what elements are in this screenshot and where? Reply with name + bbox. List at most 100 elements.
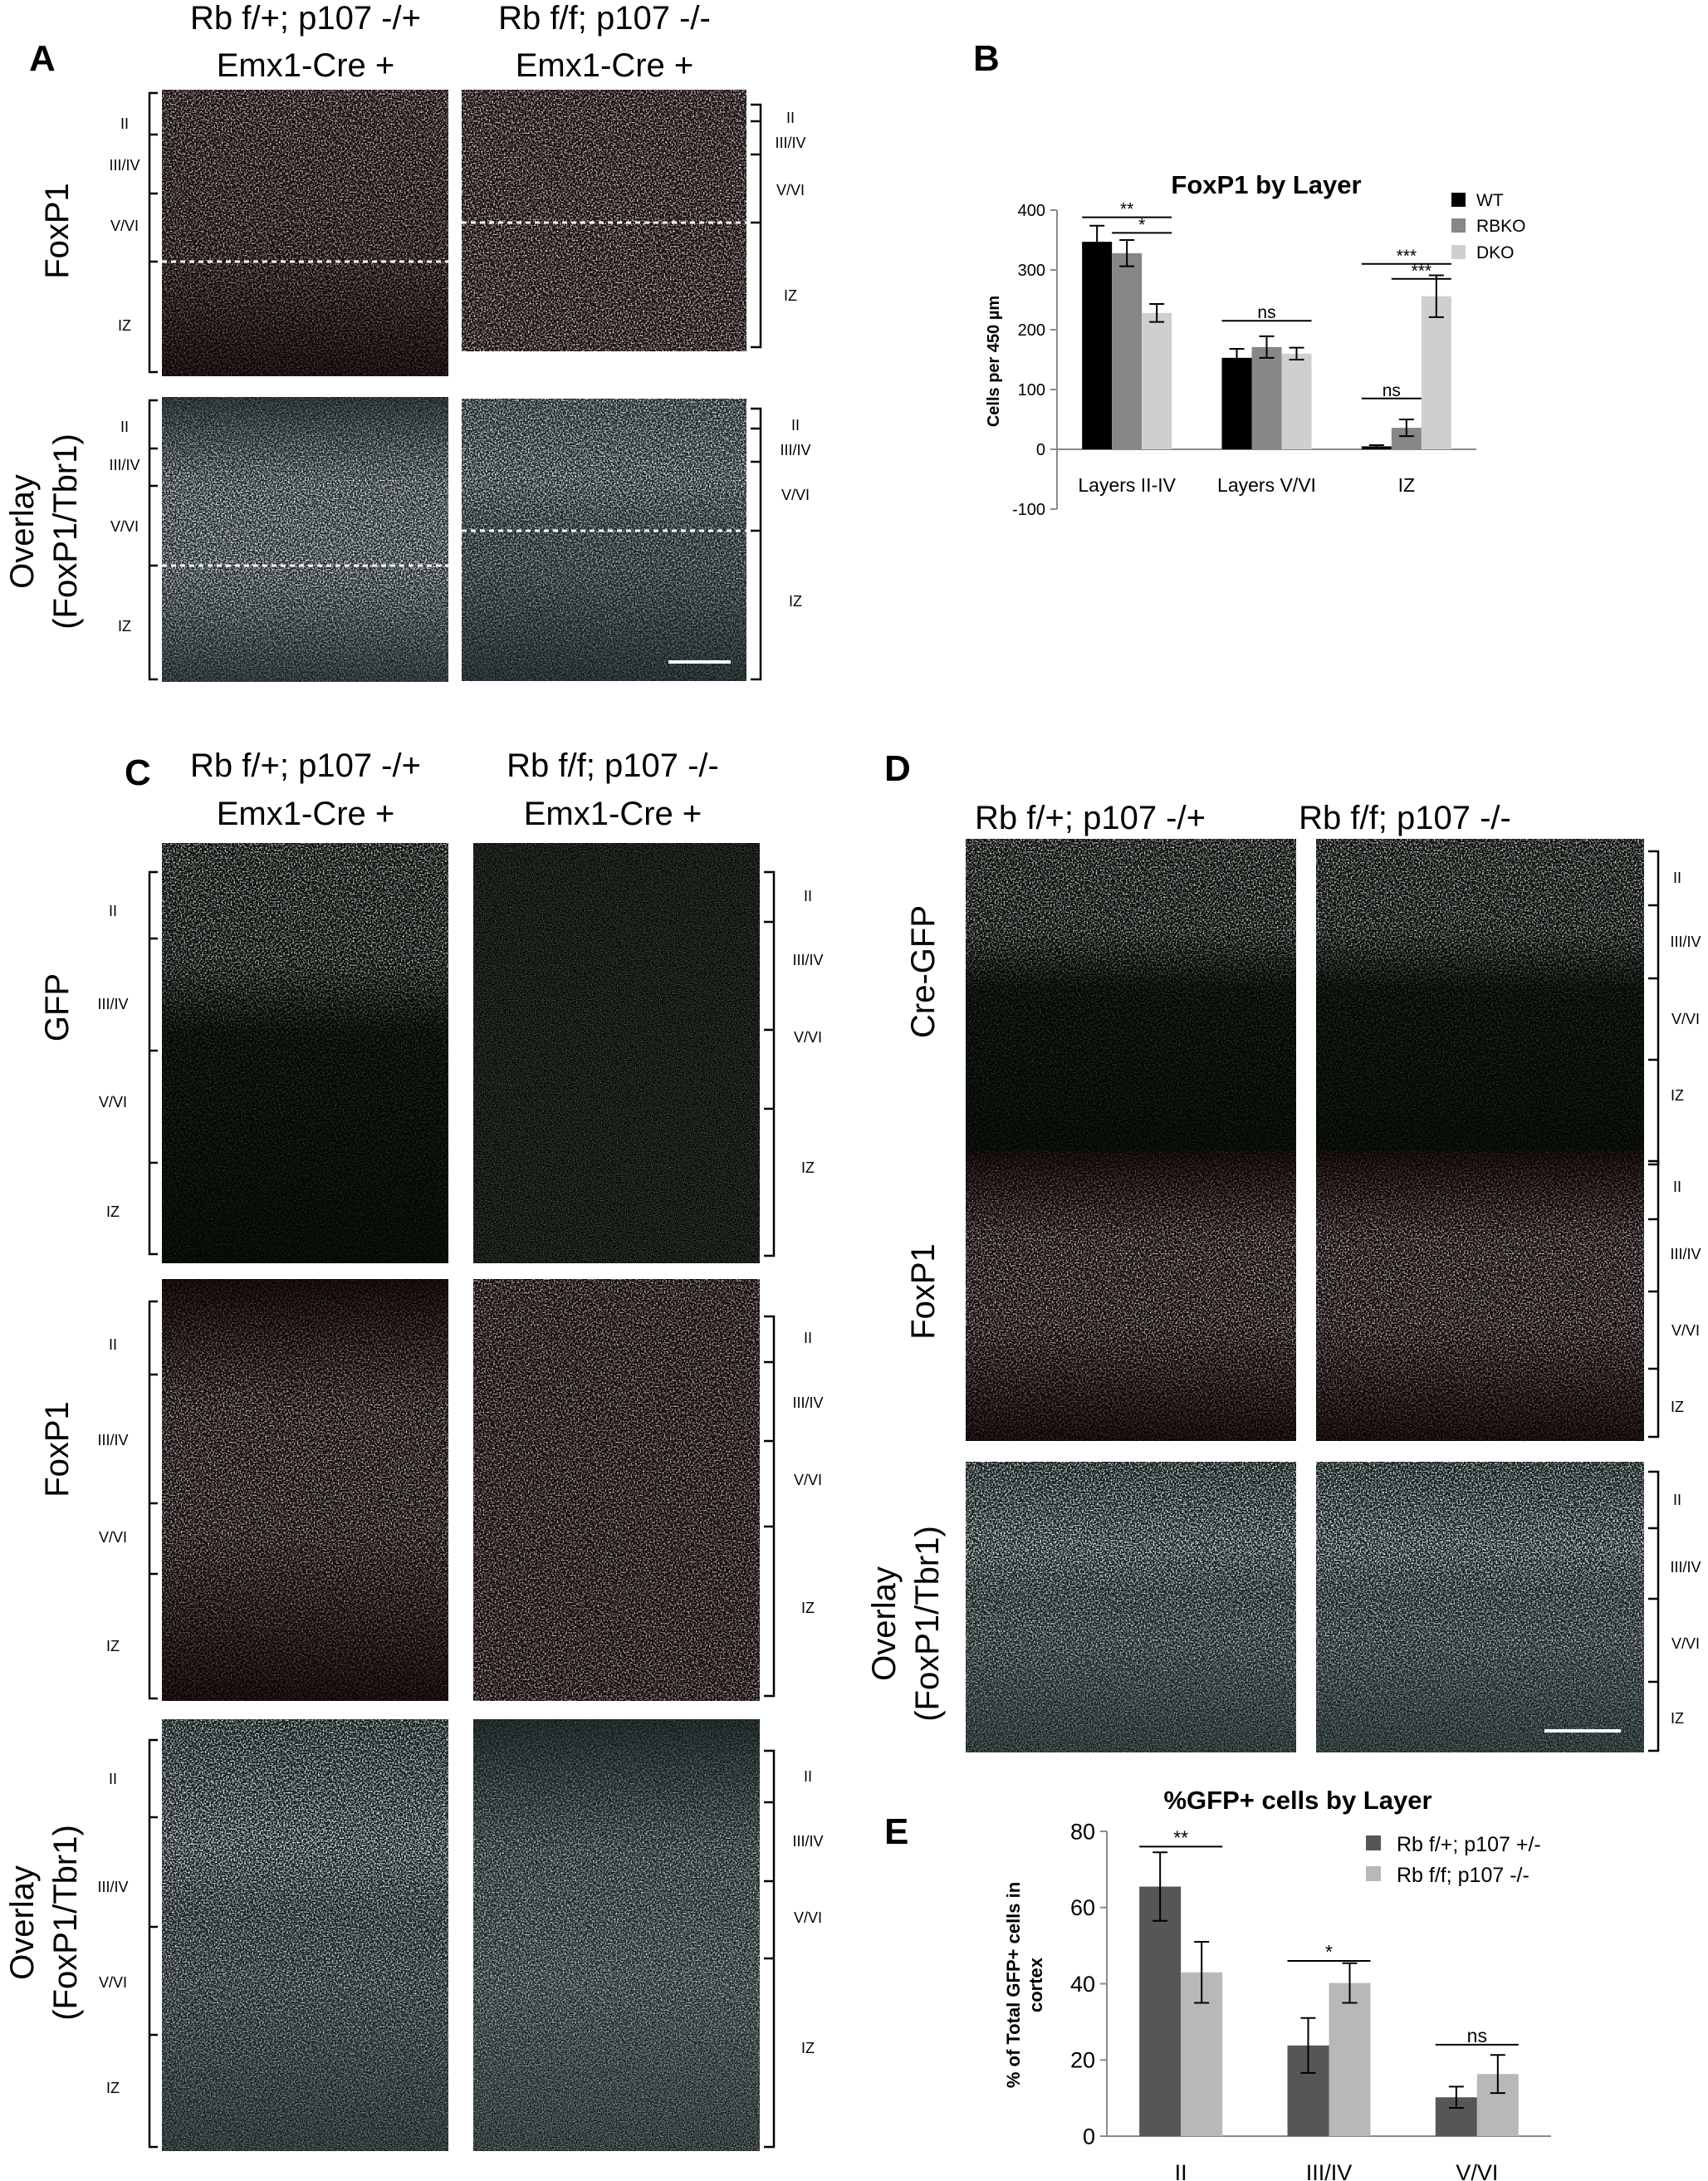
panel-d-row-label-overlay: Overlay bbox=[866, 1566, 903, 1681]
layer-label: II bbox=[109, 1336, 117, 1353]
layer-label: IZ bbox=[801, 1159, 815, 1176]
layer-label: II bbox=[804, 888, 812, 904]
y-axis-label-line1: % of Total GFP+ cells in bbox=[1003, 1882, 1024, 2088]
layer-label: II bbox=[1673, 1179, 1681, 1195]
panel-c-row-label-overlay: Overlay bbox=[4, 1865, 41, 1980]
layer-bracket bbox=[1648, 850, 1660, 1166]
panel-c-row-label-gfp: GFP bbox=[39, 973, 76, 1041]
bar bbox=[1142, 312, 1172, 449]
micrograph-a-foxp1-dko bbox=[462, 90, 746, 351]
layer-label: II bbox=[109, 903, 117, 919]
layer-label: III/IV bbox=[792, 1394, 823, 1411]
layer-label: II bbox=[804, 1768, 812, 1785]
layer-label: IZ bbox=[106, 2080, 120, 2096]
panel-d-row-label-cre-gfp: Cre-GFP bbox=[905, 905, 942, 1038]
micrograph-d-overlay-dko bbox=[1316, 1462, 1644, 1752]
layer-bracket bbox=[751, 103, 762, 349]
panel-a-genotype-2-line2: Emx1-Cre + bbox=[516, 47, 694, 84]
micrograph-c-foxp1-dko bbox=[473, 1279, 760, 1701]
legend-swatch-dko bbox=[1366, 1866, 1381, 1881]
significance-label: ** bbox=[1120, 200, 1133, 219]
bar bbox=[1221, 357, 1252, 449]
layer-label: II bbox=[1673, 1492, 1681, 1508]
layer-label: IZ bbox=[106, 1203, 120, 1220]
layer-label: III/IV bbox=[1670, 1559, 1701, 1576]
x-tick-label: II bbox=[1175, 2160, 1187, 2181]
panel-a-row-label-overlay: Overlay bbox=[4, 474, 41, 589]
panel-a-genotype-1-line1: Rb f/+; p107 -/+ bbox=[190, 0, 421, 37]
layer-label: V/VI bbox=[794, 1472, 822, 1488]
chart-legend: Rb f/+; p107 +/- Rb f/f; p107 -/- bbox=[1366, 1833, 1541, 1887]
layer-label: II bbox=[109, 1771, 117, 1787]
layer-label: II bbox=[120, 419, 129, 435]
layer-label: III/IV bbox=[1670, 934, 1701, 950]
layer-label: IZ bbox=[118, 317, 131, 334]
panel-a-genotype-2-line1: Rb f/f; p107 -/- bbox=[498, 0, 711, 37]
y-tick-label: 80 bbox=[1070, 1819, 1095, 1844]
panel-a-genotype-1-line2: Emx1-Cre + bbox=[217, 47, 395, 84]
x-tick-label: Layers V/VI bbox=[1217, 474, 1316, 496]
significance-label: * bbox=[1138, 215, 1145, 234]
x-tick-label: III/IV bbox=[1306, 2160, 1353, 2181]
bar bbox=[1281, 353, 1312, 449]
micrograph-d-cre-gfp-control bbox=[966, 839, 1296, 1169]
layer-label: V/VI bbox=[99, 1974, 127, 1991]
layer-label: V/VI bbox=[110, 218, 139, 234]
y-tick-label: 40 bbox=[1070, 1972, 1095, 1997]
layer-label: V/VI bbox=[776, 182, 805, 198]
y-tick-label: 20 bbox=[1070, 2048, 1095, 2073]
legend-swatch-rbko bbox=[1451, 218, 1466, 233]
micrograph-c-overlay-control bbox=[162, 1719, 448, 2151]
layer-label: IZ bbox=[789, 593, 802, 610]
panel-c-row-label-overlay-sub: (FoxP1/Tbr1) bbox=[47, 1825, 84, 2021]
layer-label: II bbox=[120, 115, 129, 132]
y-axis-label: % of Total GFP+ cells in bbox=[1003, 1882, 1024, 2088]
panel-a-row-label-overlay-sub: (FoxP1/Tbr1) bbox=[47, 434, 84, 630]
layer-label: III/IV bbox=[792, 952, 823, 968]
y-tick-label: 60 bbox=[1070, 1895, 1095, 1920]
layer-label: V/VI bbox=[1671, 1011, 1700, 1027]
panel-c-genotype-2-line1: Rb f/f; p107 -/- bbox=[507, 747, 719, 784]
panel-letter-e: E bbox=[884, 1811, 908, 1852]
bar bbox=[1421, 296, 1451, 449]
layer-bracket bbox=[148, 399, 158, 681]
panel-letter-d: D bbox=[884, 748, 911, 789]
y-tick-label: 0 bbox=[1083, 2124, 1095, 2149]
layer-label: III/IV bbox=[775, 135, 805, 151]
chart-b: FoxP1 by Layer Cells per 450 µm -100 0 100… bbox=[985, 170, 1526, 519]
legend-label-dko: DKO bbox=[1476, 243, 1515, 262]
panel-a-row-label-foxp1: FoxP1 bbox=[39, 183, 76, 279]
y-tick-label: -100 bbox=[1012, 501, 1045, 519]
chart-title: %GFP+ cells by Layer bbox=[1163, 1786, 1431, 1815]
layer-label: II bbox=[1673, 870, 1681, 886]
legend-swatch-wt bbox=[1451, 193, 1466, 207]
layer-label: V/VI bbox=[794, 1909, 822, 1926]
layer-label: IZ bbox=[1671, 1087, 1684, 1104]
chart-e: %GFP+ cells by Layer % of Total GFP+ cel… bbox=[1003, 1786, 1551, 2181]
legend-label-control: Rb f/+; p107 +/- bbox=[1397, 1833, 1541, 1856]
panel-d-row-label-overlay-sub: (FoxP1/Tbr1) bbox=[909, 1526, 946, 1722]
layer-bracket bbox=[148, 91, 158, 374]
micrograph-d-cre-gfp-dko bbox=[1316, 839, 1644, 1169]
layer-bracket bbox=[148, 1300, 158, 1700]
y-tick-label: 0 bbox=[1036, 441, 1045, 459]
layer-label: V/VI bbox=[110, 518, 139, 535]
layer-bracket bbox=[764, 1749, 776, 2149]
micrograph-c-overlay-dko bbox=[473, 1719, 760, 2151]
y-axis-label-line2: cortex bbox=[1025, 1957, 1046, 2012]
layer-label: IZ bbox=[784, 287, 797, 304]
panel-d-genotype-2: Rb f/f; p107 -/- bbox=[1299, 800, 1511, 836]
micrograph-d-overlay-control bbox=[966, 1462, 1296, 1752]
y-tick-label: 300 bbox=[1018, 262, 1045, 280]
layer-bracket bbox=[764, 1315, 776, 1698]
x-tick-label: V/VI bbox=[1456, 2160, 1498, 2181]
layer-label: IZ bbox=[1671, 1710, 1684, 1727]
layer-label: V/VI bbox=[794, 1029, 822, 1046]
layer-label: III/IV bbox=[792, 1833, 823, 1850]
chart-title: FoxP1 by Layer bbox=[1171, 170, 1361, 199]
panel-c-genotype-1-line1: Rb f/+; p107 -/+ bbox=[190, 747, 421, 784]
panel-letter-a: A bbox=[29, 38, 56, 79]
layer-label: II bbox=[804, 1330, 812, 1346]
layer-label: V/VI bbox=[1671, 1322, 1700, 1339]
